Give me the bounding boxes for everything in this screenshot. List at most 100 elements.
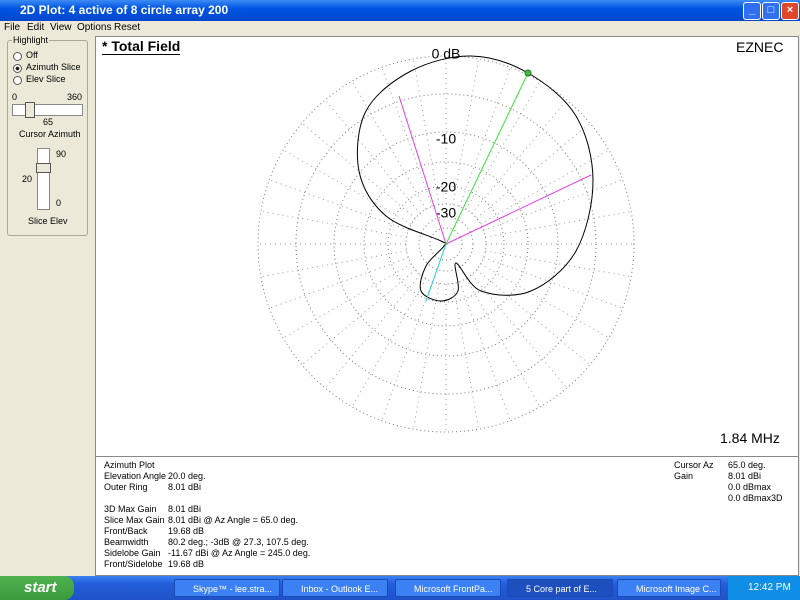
cursor-label: Gain [674,471,694,481]
radial [459,281,511,421]
info-value: -11.67 dBi @ Az Angle = 245.0 deg. [168,548,311,558]
menu-item[interactable]: View [50,22,72,33]
menu-item[interactable]: Reset [114,22,141,33]
task-button[interactable]: Inbox - Outlook E... [282,579,388,597]
info-label: Front/Back [104,526,148,536]
cursor-value: 0.0 dBmax [728,482,772,492]
radial [301,269,416,366]
task-button[interactable]: 5 Core part of E... [507,579,613,597]
ring-label: -10 [436,131,456,147]
maximize-button[interactable]: □ [762,2,780,20]
info-value: 20.0 deg. [168,471,206,481]
radial [260,250,407,278]
vslider-min: 0 [56,198,62,208]
task-button[interactable]: Skype™ - lee.stra... [174,579,280,597]
info-label: 3D Max Gain [104,504,157,514]
clock: 12:42 PM [748,582,791,593]
ring [363,161,529,327]
start-button[interactable]: start [0,576,74,600]
radio-label[interactable]: Azimuth Slice [26,62,81,72]
ring [257,55,635,433]
system-tray: 12:42 PM [728,576,800,600]
info-value: 8.01 dBi @ Az Angle = 65.0 deg. [168,515,298,525]
radial [480,263,610,339]
radial [471,99,568,214]
taskbar: start 12:42 PM Skype™ - lee.stra... Inbox… [0,576,800,600]
cursor-value: 8.01 dBi [728,471,762,481]
menu-bar: File Edit View Options Reset [0,21,800,35]
info-label: Elevation Angle [104,471,167,481]
radio-button[interactable] [13,64,22,73]
task-button[interactable]: Microsoft FrontPa... [395,579,501,597]
title-bar: 2D Plot: 4 active of 8 circle array 200 … [0,0,800,21]
info-value: 8.01 dBi [168,504,202,514]
radial [351,278,427,408]
plot-area: * Total Field EZNEC 1.84 MHz 0 dB -10 -20 -… [95,36,799,457]
radial [452,58,480,205]
radial [381,281,433,421]
radial [483,179,623,231]
highlight-group: Highlight [7,35,88,236]
ring [387,185,505,303]
sidelobe-line [425,243,447,302]
radial [269,257,409,309]
radial [381,67,433,207]
slider-label: Cursor Azimuth [19,129,81,139]
info-value: 19.68 dB [168,559,205,569]
menu-item[interactable]: File [4,22,21,33]
plot-title: * Total Field [102,38,181,55]
radial [476,269,591,366]
window-title: 2D Plot: 4 active of 8 circle array 200 [20,3,229,17]
info-panel: Azimuth Plot Elevation Angle 20.0 deg. Out… [95,456,799,576]
slider-max: 360 [67,92,83,102]
ring-label: 0 dB [432,46,461,62]
info-value: 80.2 deg.; -3dB @ 27.3, 107.5 deg. [168,537,309,547]
ring [429,227,463,261]
ring-label: -20 [436,179,456,195]
radial [465,278,541,408]
task-button[interactable]: Microsoft Image C... [617,579,721,597]
radio-label[interactable]: Elev Slice [26,74,66,84]
info-heading: Azimuth Plot [104,460,155,470]
cursor-label: Cursor Az [674,460,714,470]
info-label: Beamwidth [104,537,149,547]
vslider-max: 90 [56,149,67,159]
group-title: Highlight [12,35,50,45]
slider-value: 65 [43,117,54,127]
brand-label: EZNEC [736,39,784,55]
ring [418,216,474,272]
beamwidth-line [445,174,592,245]
radio-label[interactable]: Off [26,50,38,60]
frequency-label: 1.84 MHz [720,430,780,446]
slider-track[interactable] [12,104,83,116]
vslider-thumb[interactable] [36,163,51,173]
radial [452,283,480,430]
close-button[interactable]: × [781,2,799,20]
polar-plot: 0 dB -10 -20 -30 [257,46,635,433]
info-label: Front/Sidelobe [104,559,163,569]
vslider-track[interactable] [37,148,50,210]
slider-min: 0 [12,92,18,102]
info-value: 8.01 dBi [168,482,202,492]
info-label: Sidelobe Gain [104,548,161,558]
radio-button[interactable] [13,52,22,61]
radial [324,274,421,389]
radial [459,67,511,207]
radio-button[interactable] [13,76,22,85]
menu-item[interactable]: Edit [27,22,45,33]
cursor-value: 0.0 dBmax3D [728,493,783,503]
radial [282,149,412,225]
radial [412,283,440,430]
minimize-button[interactable]: _ [743,2,761,20]
ring-label: -30 [436,205,456,221]
menu-item[interactable]: Options [77,22,112,33]
slider-thumb[interactable] [25,102,35,118]
beamwidth-line [398,95,447,245]
radial [465,80,541,210]
pattern-curve [356,55,594,302]
radial [476,122,591,219]
radial [483,257,623,309]
info-label: Slice Max Gain [104,515,165,525]
vslider-value: 20 [22,174,33,184]
